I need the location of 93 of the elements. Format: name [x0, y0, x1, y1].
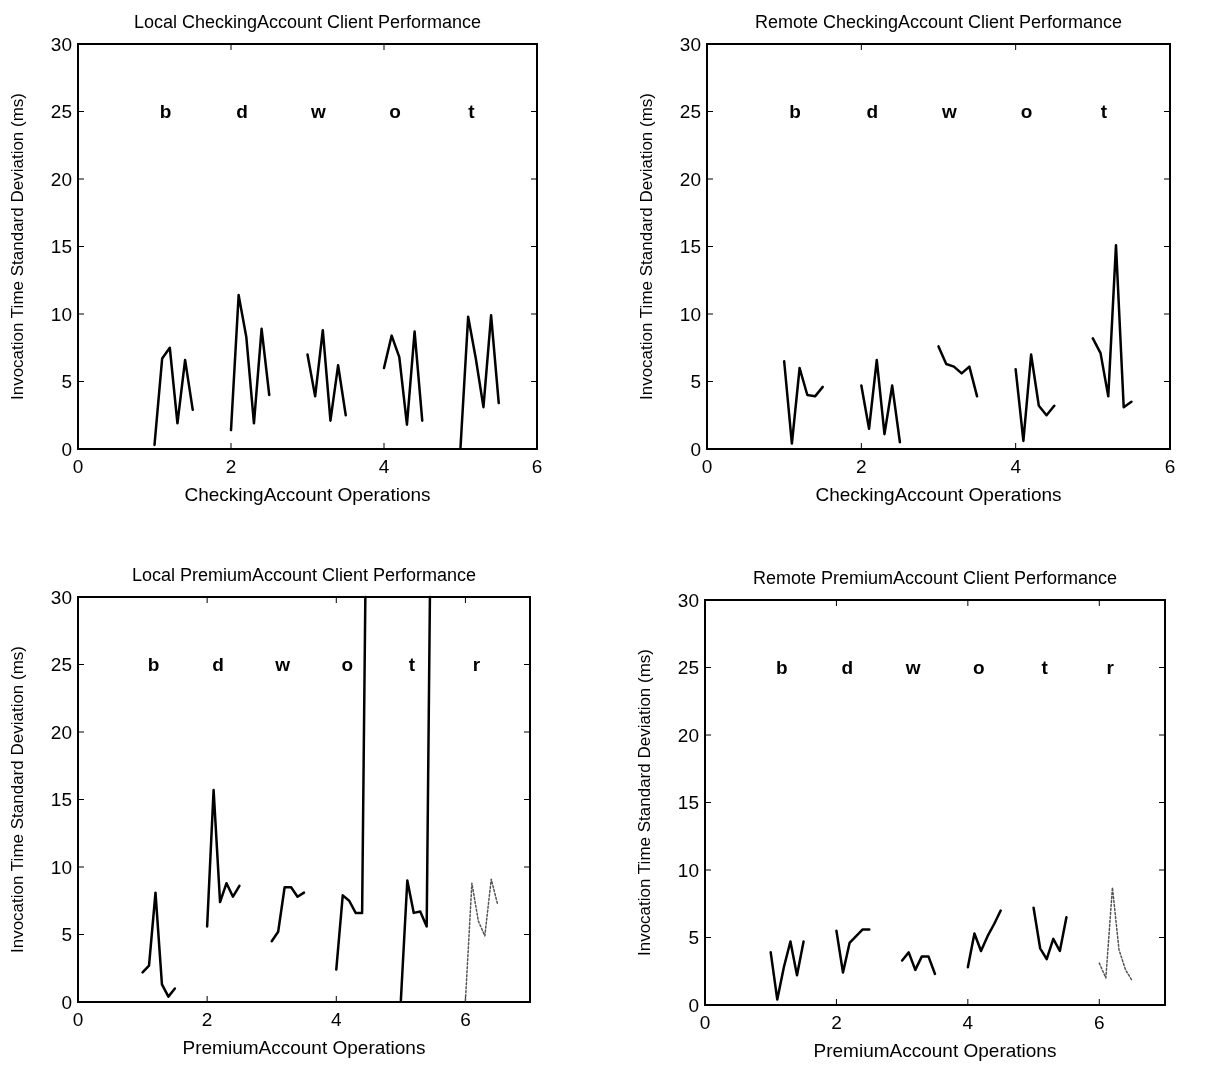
- x-tick-label: 4: [1010, 456, 1022, 477]
- line-series: [382, 330, 424, 426]
- y-tick-label: 10: [50, 856, 72, 878]
- line-series: [782, 360, 824, 445]
- annotation: b: [775, 657, 788, 679]
- annotation: w: [941, 101, 958, 123]
- line-series: [1032, 906, 1068, 961]
- chart-title: Local PremiumAccount Client Performance: [131, 565, 477, 585]
- y-tick-label: 20: [50, 168, 72, 190]
- y-tick-label: 15: [50, 789, 72, 811]
- annotation: o: [1020, 101, 1033, 123]
- y-tick-label: 5: [61, 371, 72, 393]
- y-tick-label: 20: [679, 168, 701, 190]
- x-tick-label: 2: [201, 1009, 213, 1030]
- annotation: o: [389, 101, 401, 123]
- line-series: [1014, 353, 1056, 443]
- y-axis-title: Invocation Time Standard Deviation (ms): [635, 648, 654, 957]
- annotation: o: [973, 657, 985, 679]
- y-tick-label: 30: [679, 33, 701, 55]
- y-tick-label: 30: [50, 586, 72, 608]
- x-axis-title: CheckingAccount Operations: [815, 484, 1062, 505]
- annotation: w: [310, 101, 327, 123]
- annotation: t: [408, 654, 416, 676]
- y-tick-label: 5: [688, 927, 699, 949]
- line-series: [270, 886, 306, 943]
- y-tick-label: 30: [677, 589, 699, 611]
- line-series: [769, 940, 805, 1001]
- line-series: [229, 293, 271, 432]
- line-series: [860, 358, 902, 444]
- line-series: [966, 909, 1002, 969]
- y-axis-title: Invocation Time Standard Deviation (ms): [8, 92, 27, 401]
- annotation: d: [236, 101, 248, 123]
- annotation: r: [1106, 657, 1115, 679]
- annotation: d: [866, 101, 879, 123]
- line-series: [1098, 886, 1133, 982]
- y-tick-label: 5: [61, 924, 72, 946]
- annotation: b: [789, 101, 801, 123]
- annotation: b: [159, 101, 172, 123]
- line-series: [937, 345, 979, 398]
- line-series: [153, 346, 194, 447]
- x-axis-title: PremiumAccount Operations: [182, 1037, 426, 1058]
- y-tick-label: 0: [61, 991, 72, 1013]
- y-tick-label: 0: [688, 994, 699, 1016]
- chart-title: Remote PremiumAccount Client Performance: [752, 568, 1118, 588]
- annotation: d: [841, 657, 854, 679]
- y-tick-label: 20: [50, 721, 72, 743]
- x-tick-label: 2: [856, 456, 867, 477]
- y-tick-label: 15: [679, 236, 701, 258]
- x-tick-label: 6: [1094, 1012, 1105, 1033]
- annotation: w: [904, 657, 921, 679]
- line-series: [900, 951, 937, 976]
- y-tick-label: 15: [50, 236, 72, 258]
- annotation: w: [274, 654, 291, 676]
- y-tick-label: 0: [61, 438, 72, 460]
- annotation: d: [212, 654, 224, 676]
- y-tick-label: 10: [50, 303, 72, 325]
- line-series: [205, 788, 241, 928]
- annotation: o: [341, 654, 354, 676]
- line-series: [141, 891, 177, 998]
- y-tick-label: 20: [677, 724, 699, 746]
- y-axis-title: Invocation Time Standard Deviation (ms): [637, 92, 656, 401]
- annotation: t: [1100, 101, 1108, 123]
- chart-title: Local CheckingAccount Client Performance: [133, 12, 482, 32]
- line-series: [306, 328, 347, 422]
- x-axis-title: PremiumAccount Operations: [813, 1040, 1057, 1061]
- y-tick-label: 15: [677, 792, 699, 814]
- x-tick-label: 6: [1164, 456, 1176, 477]
- y-tick-label: 5: [690, 371, 701, 393]
- y-tick-label: 0: [690, 438, 701, 460]
- x-tick-label: 4: [378, 456, 390, 477]
- y-tick-label: 10: [677, 859, 699, 881]
- annotation: r: [472, 654, 481, 676]
- y-tick-label: 25: [50, 101, 72, 123]
- y-axis-title: Invocation Time Standard Deviation (ms): [8, 645, 27, 954]
- line-series: [464, 878, 499, 1002]
- y-tick-label: 30: [50, 33, 72, 55]
- annotation: b: [147, 654, 160, 676]
- y-tick-label: 10: [679, 303, 701, 325]
- x-tick-label: 2: [225, 456, 237, 477]
- x-tick-label: 4: [962, 1012, 974, 1033]
- y-tick-label: 25: [679, 101, 701, 123]
- line-series: [1091, 243, 1133, 409]
- annotation: t: [468, 101, 476, 123]
- line-series: [835, 928, 871, 974]
- x-tick-label: 6: [460, 1009, 471, 1030]
- x-axis-title: CheckingAccount Operations: [184, 484, 431, 505]
- x-tick-label: 2: [831, 1012, 842, 1033]
- x-tick-label: 6: [531, 456, 543, 477]
- annotation: t: [1041, 657, 1049, 679]
- y-tick-label: 25: [677, 657, 699, 679]
- x-tick-label: 4: [331, 1009, 342, 1030]
- chart-title: Remote CheckingAccount Client Performance: [754, 12, 1123, 32]
- y-tick-label: 25: [50, 654, 72, 676]
